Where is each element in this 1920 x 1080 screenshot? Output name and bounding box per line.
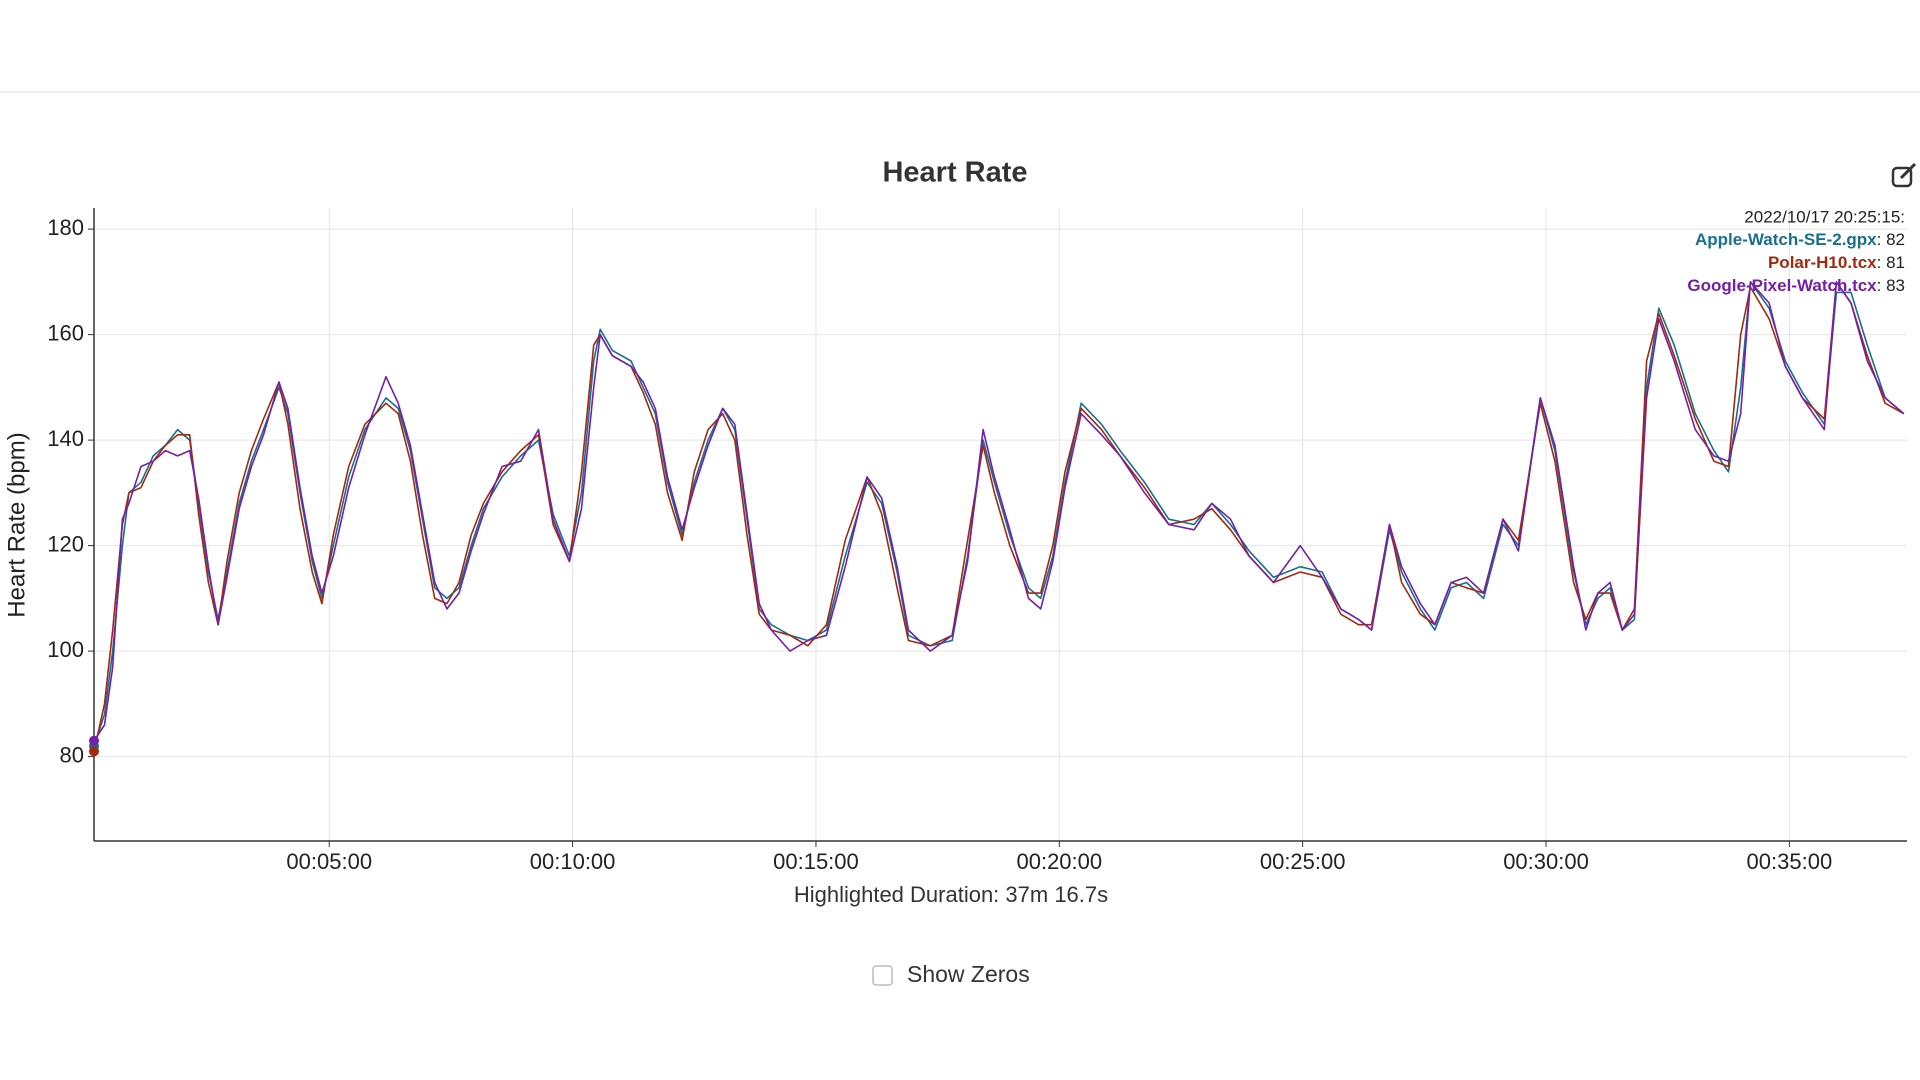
hover-marker (89, 735, 99, 746)
y-tick-label: 80 (60, 742, 84, 767)
edit-icon-box[interactable] (1891, 166, 1913, 188)
y-tick-label: 180 (47, 215, 84, 240)
show-zeros-label[interactable]: Show Zeros (907, 961, 1030, 987)
hover-marker (89, 746, 99, 757)
x-tick-label: 00:30:00 (1503, 849, 1589, 874)
hover-series-value: : 83 (1877, 276, 1905, 295)
y-tick-label: 120 (47, 531, 84, 556)
x-axis-label: Highlighted Duration: 37m 16.7s (794, 882, 1108, 907)
y-tick-label: 100 (47, 637, 84, 662)
series-line (93, 281, 1905, 742)
y-tick-label: 140 (47, 426, 84, 451)
plot-area: 80 100 120 140 160 180 00:05:00 00:10:00 00:15:0… (47, 208, 1907, 874)
hover-series-value: : 81 (1877, 253, 1905, 272)
hover-series-value: : 82 (1877, 230, 1905, 249)
hover-time: 2022/10/17 20:25:15: (1744, 207, 1905, 226)
y-tick-label: 160 (47, 320, 84, 345)
series-line (93, 281, 1905, 752)
hover-entry: Google-Pixel-Watch.tcx: 83 (1687, 276, 1905, 295)
x-tick-label: 00:10:00 (530, 849, 616, 874)
x-tick-label: 00:25:00 (1260, 849, 1346, 874)
show-zeros-checkbox[interactable] (872, 965, 893, 986)
x-tick-label: 00:15:00 (773, 849, 859, 874)
x-tick-label: 00:05:00 (286, 849, 372, 874)
series-line (93, 281, 1905, 747)
hover-series-name: Polar-H10.tcx (1768, 253, 1877, 272)
x-tick-label: 00:20:00 (1016, 849, 1102, 874)
hover-entry: Apple-Watch-SE-2.gpx: 82 (1695, 230, 1905, 249)
edit-icon[interactable] (1891, 162, 1917, 188)
hover-entry: Polar-H10.tcx: 81 (1768, 253, 1905, 272)
y-axis-label: Heart Rate (bpm) (3, 432, 30, 617)
x-tick-label: 00:35:00 (1747, 849, 1833, 874)
chart-title: Heart Rate (882, 157, 1027, 189)
edit-icon-pen[interactable] (1899, 162, 1917, 180)
hover-series-name: Google-Pixel-Watch.tcx (1687, 276, 1877, 295)
hover-series-name: Apple-Watch-SE-2.gpx (1695, 230, 1877, 249)
